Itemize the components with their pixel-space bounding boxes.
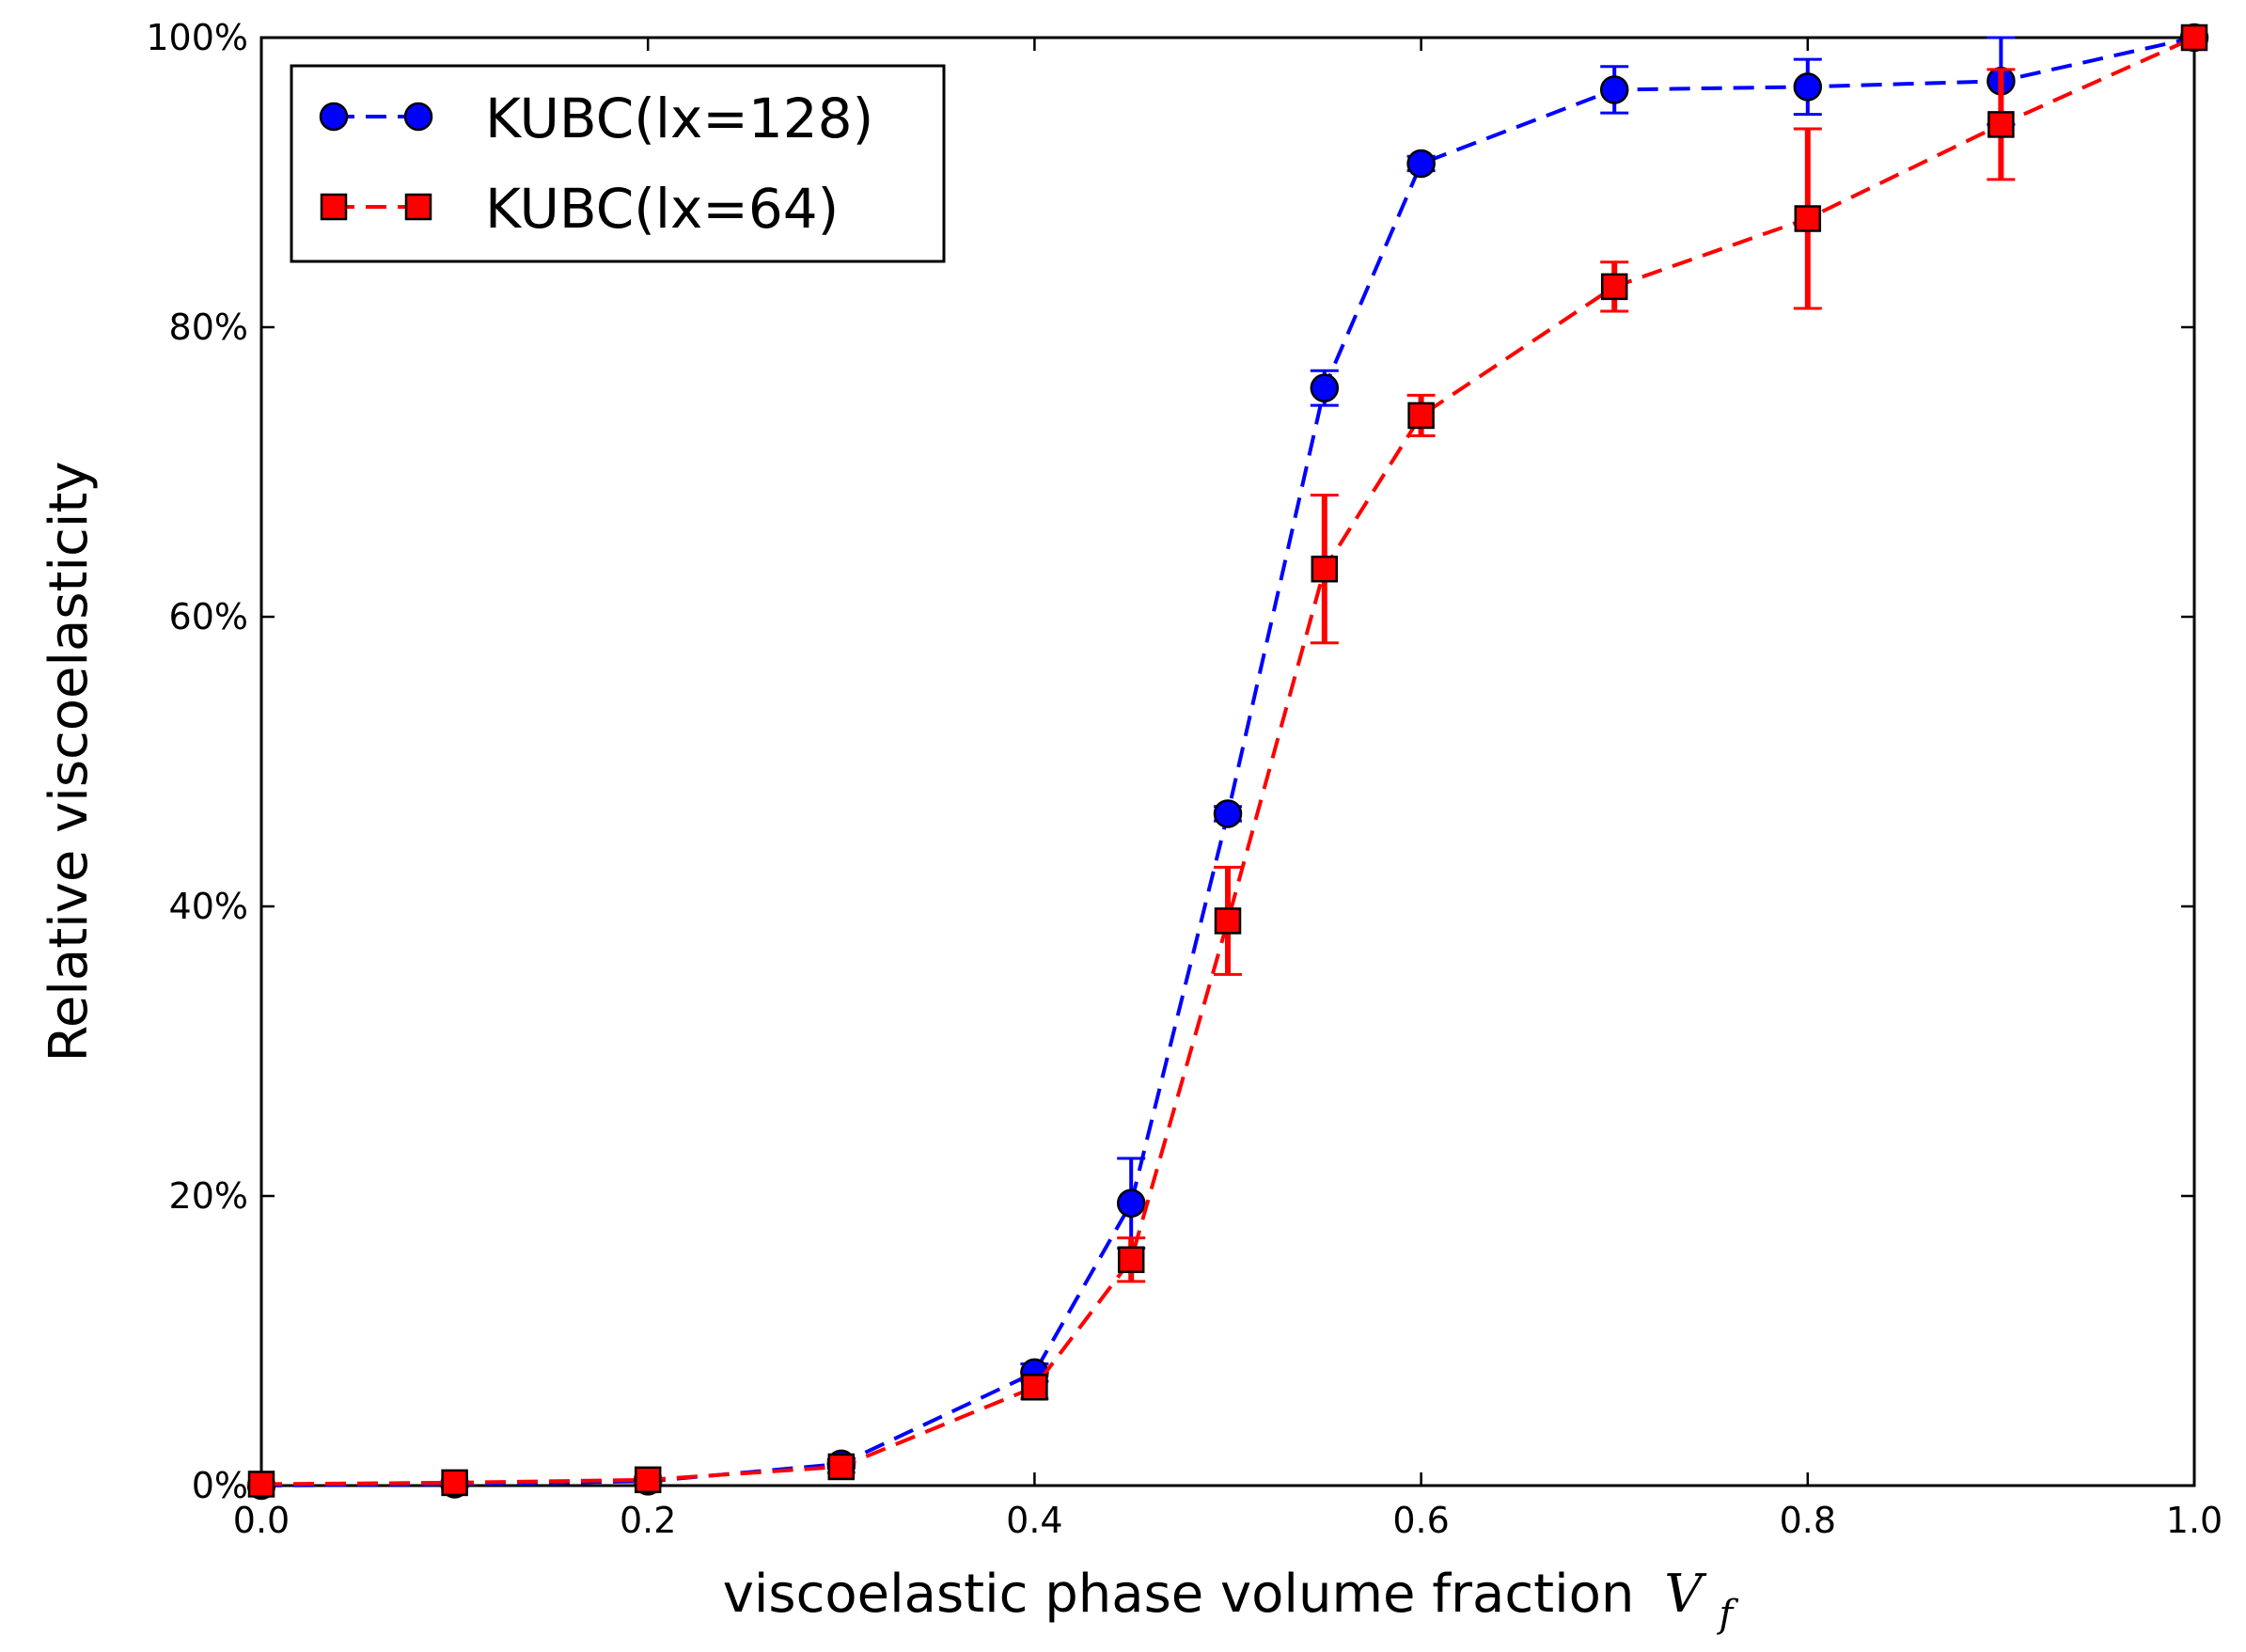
- y-tick-label: 60%: [169, 596, 248, 637]
- data-point: [1793, 72, 1823, 102]
- x-axis-label-text: viscoelastic phase volume fraction: [723, 1564, 1635, 1625]
- y-tick-label: 20%: [169, 1175, 248, 1217]
- series-layer: [246, 23, 2209, 1501]
- data-point: [1116, 1188, 1146, 1218]
- data-point: [634, 1466, 662, 1494]
- data-point: [1599, 75, 1629, 104]
- y-tick-label: 80%: [169, 307, 248, 348]
- y-tick-label: 40%: [169, 886, 248, 927]
- y-tick-label: 0%: [192, 1465, 248, 1506]
- data-point: [1213, 799, 1243, 828]
- x-tick-label: 0.6: [1392, 1500, 1449, 1541]
- data-point: [1117, 1246, 1145, 1274]
- data-point: [827, 1453, 856, 1481]
- x-tick-label: 1.0: [2166, 1500, 2222, 1541]
- legend-box: [290, 64, 946, 263]
- series-kubc64: [247, 24, 2208, 1498]
- data-point: [2180, 24, 2208, 52]
- x-tick-label: 0.2: [620, 1500, 676, 1541]
- data-point: [1987, 111, 2015, 138]
- data-point: [1407, 401, 1435, 430]
- x-tick-label: 0.4: [1006, 1500, 1062, 1541]
- data-point: [441, 1469, 468, 1497]
- legend-marker-kubc128-right: [403, 102, 433, 132]
- legend-label-kubc64: KUBC(lx=64): [485, 177, 839, 241]
- data-point: [247, 1471, 275, 1498]
- x-tick-label: 0.8: [1780, 1500, 1836, 1541]
- x-axis-label-symbol: V: [1664, 1564, 1707, 1625]
- legend-marker-kubc64-right: [404, 193, 432, 221]
- x-axis-label: viscoelastic phase volume fraction V f: [723, 1564, 1739, 1636]
- data-point: [1794, 205, 1822, 232]
- y-axis-label: Relative viscoelasticity: [39, 461, 100, 1062]
- y-tick-label: 100%: [146, 17, 248, 58]
- data-point: [1214, 907, 1242, 935]
- legend-label-kubc128: KUBC(lx=128): [485, 87, 873, 150]
- x-tick-label: 0.0: [233, 1500, 290, 1541]
- data-point: [1600, 273, 1628, 301]
- ticks-layer: 0.0 0.2 0.4 0.6 0.8 1.0 0% 20% 40% 60% 80% 100%: [146, 17, 2222, 1541]
- data-point: [1021, 1374, 1048, 1401]
- legend: KUBC(lx=128) KUBC(lx=64): [290, 64, 946, 263]
- data-point: [1310, 373, 1340, 402]
- legend-marker-kubc64-left: [320, 193, 348, 221]
- legend-marker-kubc128-left: [319, 102, 349, 132]
- plot-area-frame: [259, 36, 2196, 1487]
- data-point: [1311, 555, 1339, 583]
- data-point: [1406, 149, 1436, 179]
